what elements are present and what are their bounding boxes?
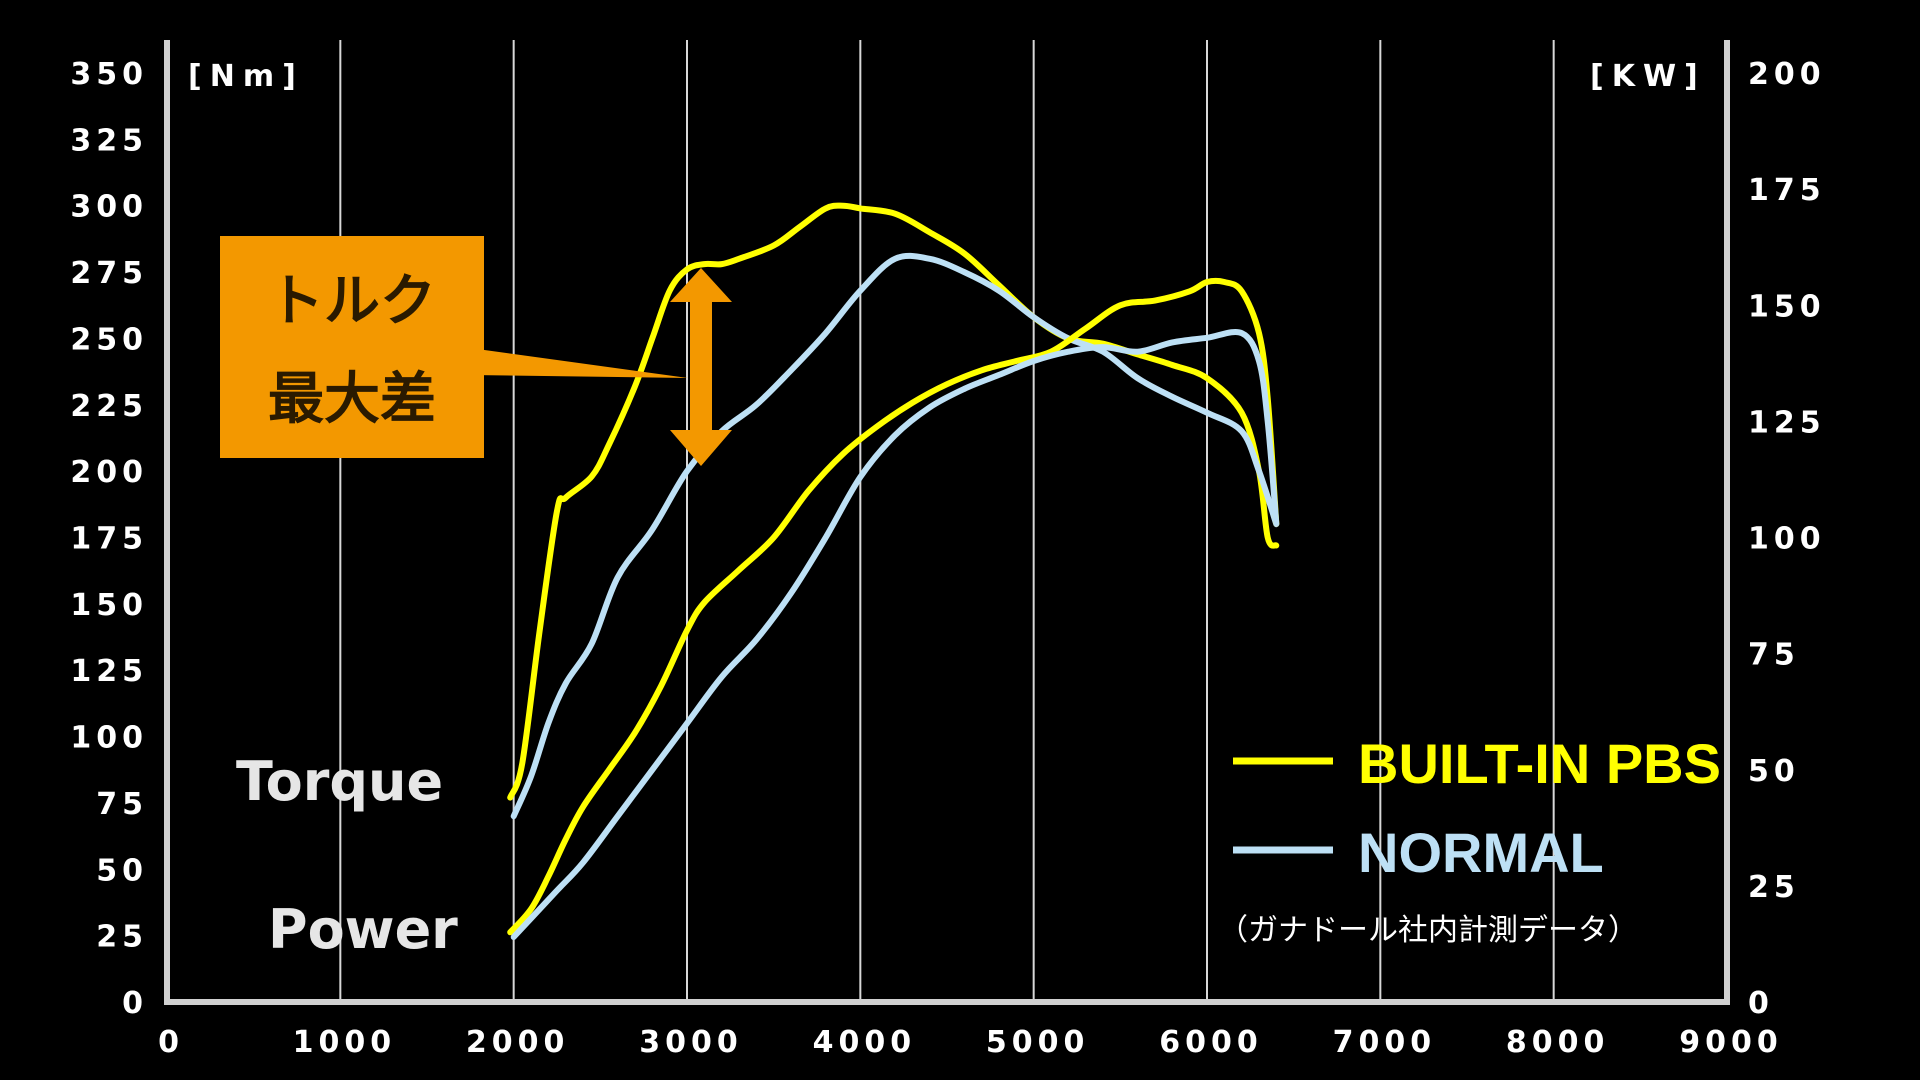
power-label: Power (268, 898, 458, 961)
left-tick-label: 275 (70, 256, 148, 291)
legend-label-pbs: BUILT-IN PBS (1358, 732, 1721, 795)
series-line-power-pbs (507, 277, 1280, 936)
left-tick-label: 250 (70, 322, 148, 357)
right-unit-label: [KW] (1590, 59, 1706, 94)
left-tick-label: 225 (70, 389, 148, 424)
series-line-power-normal (510, 328, 1280, 940)
x-tick-label: 0 (158, 1025, 184, 1060)
axes (164, 40, 1730, 1005)
x-tick-label: 9000 (1679, 1025, 1783, 1060)
difference-arrow (670, 268, 732, 466)
left-tick-label: 50 (96, 853, 148, 888)
left-tick-label: 300 (70, 190, 148, 225)
left-tick-label: 350 (70, 57, 148, 92)
right-tick-label: 100 (1748, 522, 1826, 557)
callout-box (220, 236, 484, 458)
x-tick-label: 7000 (1333, 1025, 1437, 1060)
left-unit-label: [Nm] (188, 59, 304, 94)
legend: BUILT-IN PBS NORMAL （ガナドール社内計測データ） (1218, 732, 1721, 948)
x-tick-label: 2000 (466, 1025, 570, 1060)
left-tick-label: 125 (70, 654, 148, 689)
grid-lines (339, 40, 1555, 1002)
x-tick-label: 1000 (293, 1025, 397, 1060)
callout-line1: トルク (268, 269, 436, 334)
x-tick-label: 4000 (813, 1025, 917, 1060)
left-tick-label: 200 (70, 455, 148, 490)
series-line-torque-pbs (507, 202, 1280, 801)
left-tick-label: 100 (70, 721, 148, 756)
left-tick-label: 150 (70, 588, 148, 623)
x-tick-label: 3000 (639, 1025, 743, 1060)
right-tick-labels: 0 25 50 75 100 125 150 175 200 (1748, 57, 1826, 1021)
left-tick-label: 325 (70, 123, 148, 158)
callout: トルク 最大差 (220, 236, 732, 466)
left-tick-label: 25 (96, 920, 148, 955)
right-tick-label: 50 (1748, 754, 1800, 789)
data-source-note: （ガナドール社内計測データ） (1218, 913, 1638, 948)
series-line-torque-normal (510, 252, 1280, 820)
right-tick-label: 175 (1748, 173, 1826, 208)
x-tick-label: 6000 (1159, 1025, 1263, 1060)
x-tick-label: 8000 (1506, 1025, 1610, 1060)
series-lines (507, 202, 1280, 940)
legend-label-normal: NORMAL (1358, 821, 1604, 884)
right-tick-label: 0 (1748, 986, 1774, 1021)
right-tick-label: 75 (1748, 638, 1800, 673)
callout-pointer (470, 348, 688, 378)
left-tick-label: 175 (70, 522, 148, 557)
x-tick-labels: 0 1000 2000 3000 4000 5000 6000 7000 8000 9000 (158, 1025, 1783, 1060)
right-tick-label: 150 (1748, 289, 1826, 324)
right-tick-label: 200 (1748, 57, 1826, 92)
right-tick-label: 25 (1748, 870, 1800, 905)
torque-label: Torque (236, 750, 443, 813)
x-tick-label: 5000 (986, 1025, 1090, 1060)
right-tick-label: 125 (1748, 405, 1826, 440)
left-tick-labels: 0 25 50 75 100 125 150 175 200 225 250 275 300 325 350 (70, 57, 148, 1021)
callout-line2: 最大差 (268, 367, 436, 432)
left-tick-label: 75 (96, 787, 148, 822)
left-tick-label: 0 (122, 986, 148, 1021)
